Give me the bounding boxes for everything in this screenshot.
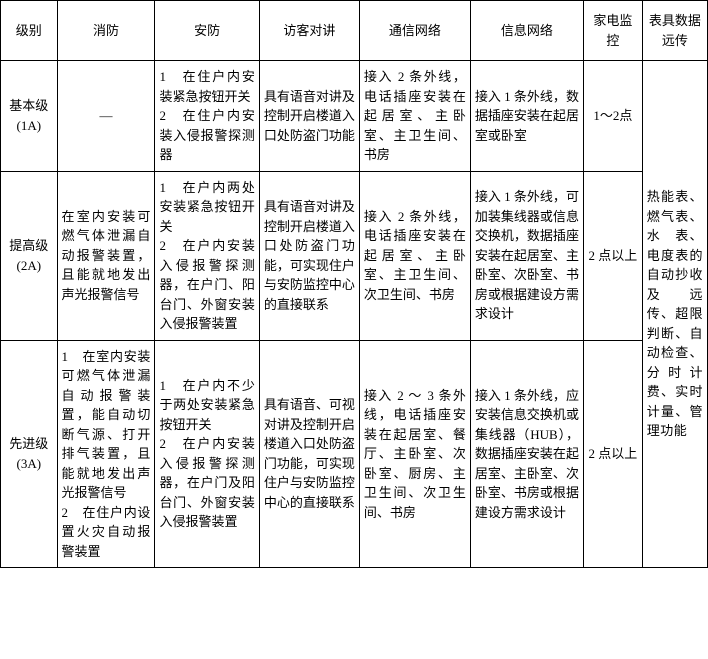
cell-improved-level: 提高级(2A)	[1, 171, 58, 340]
header-meter: 表具数据远传	[642, 1, 707, 61]
header-appliance: 家电监控	[583, 1, 642, 61]
cell-improved-fire: 在室内安装可燃气体泄漏自动报警装置，且能就地发出声光报警信号	[57, 171, 155, 340]
cell-improved-comm: 接入 2 条外线，电话插座安装在起居室、主卧室、主卫生间、次卫生间、书房	[359, 171, 470, 340]
cell-advanced-appliance: 2 点以上	[583, 340, 642, 568]
cell-basic-level: 基本级(1A)	[1, 61, 58, 172]
spec-table: 级别 消防 安防 访客对讲 通信网络 信息网络 家电监控 表具数据远传 基本级(…	[0, 0, 708, 568]
cell-improved-security: 1 在户内两处安装紧急按钮开关2 在户内安装入侵报警探测器，在户门、阳台门、外窗…	[155, 171, 259, 340]
header-visitor: 访客对讲	[259, 1, 359, 61]
cell-meter-merged: 热能表、燃气表、水 表、电度表的自动抄收及远 传、超限判断、自动检查、分时计费、…	[642, 61, 707, 568]
header-security: 安防	[155, 1, 259, 61]
cell-basic-info: 接入 1 条外线，数据插座安装在起居室或卧室	[470, 61, 583, 172]
cell-advanced-visitor: 具有语音、可视对讲及控制开启楼道入口处防盗门功能，可实现住户与安防监控中心的直接…	[259, 340, 359, 568]
row-basic: 基本级(1A) — 1 在住户内安装紧急按钮开关2 在住户内安装入侵报警探测器 …	[1, 61, 708, 172]
cell-advanced-level: 先进级(3A)	[1, 340, 58, 568]
cell-basic-security: 1 在住户内安装紧急按钮开关2 在住户内安装入侵报警探测器	[155, 61, 259, 172]
header-comm: 通信网络	[359, 1, 470, 61]
header-fire: 消防	[57, 1, 155, 61]
cell-improved-appliance: 2 点以上	[583, 171, 642, 340]
cell-basic-fire: —	[57, 61, 155, 172]
row-advanced: 先进级(3A) 1 在室内安装可燃气体泄漏自动报警装置，能自动切断气源、打开排气…	[1, 340, 708, 568]
cell-advanced-security: 1 在户内不少于两处安装紧急按钮开关2 在户内安装入侵报警探测器，在户门及阳台门…	[155, 340, 259, 568]
cell-basic-comm: 接入 2 条外线，电话插座安装在起居室、主卧室、主卫生间、书房	[359, 61, 470, 172]
header-info: 信息网络	[470, 1, 583, 61]
cell-basic-visitor: 具有语音对讲及控制开启楼道入口处防盗门功能	[259, 61, 359, 172]
cell-improved-visitor: 具有语音对讲及控制开启楼道入口处防盗门功能，可实现住户与安防监控中心的直接联系	[259, 171, 359, 340]
cell-basic-appliance: 1～2点	[583, 61, 642, 172]
header-level: 级别	[1, 1, 58, 61]
cell-improved-info: 接入 1 条外线，可加装集线器或信息交换机，数据插座安装在起居室、主卧室、次卧室…	[470, 171, 583, 340]
header-row: 级别 消防 安防 访客对讲 通信网络 信息网络 家电监控 表具数据远传	[1, 1, 708, 61]
cell-advanced-fire: 1 在室内安装可燃气体泄漏自动报警装置，能自动切断气源、打开排气装置，且能就地发…	[57, 340, 155, 568]
row-improved: 提高级(2A) 在室内安装可燃气体泄漏自动报警装置，且能就地发出声光报警信号 1…	[1, 171, 708, 340]
cell-advanced-info: 接入 1 条外线，应安装信息交换机或集线器（HUB），数据插座安装在起居室、主卧…	[470, 340, 583, 568]
cell-advanced-comm: 接入 2 ～ 3 条外线，电话插座安装在起居室、餐厅、主卧室、次卧室、厨房、主卫…	[359, 340, 470, 568]
